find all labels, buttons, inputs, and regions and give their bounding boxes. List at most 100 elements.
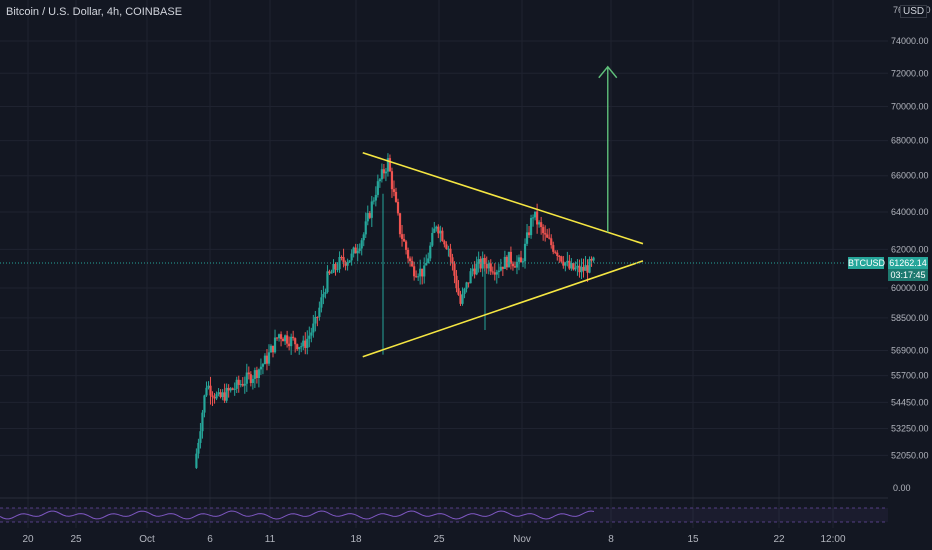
candle-body <box>207 385 210 388</box>
candle-body <box>376 181 379 195</box>
candle-body <box>400 234 404 239</box>
candle-body <box>398 213 402 235</box>
time-axis-labels[interactable]: 20 25 Oct 6 11 18 25 Nov 8 15 22 12:00 <box>22 534 846 545</box>
price-tick-label: 70000.00 <box>891 101 929 111</box>
candle-body <box>415 276 418 278</box>
candle-body <box>219 392 222 397</box>
candle-body <box>473 268 476 275</box>
candle-body <box>584 265 587 271</box>
candle-body <box>265 355 269 364</box>
candle-body <box>451 257 454 264</box>
candle-body <box>227 387 230 391</box>
candle-body <box>300 346 303 348</box>
candle-body <box>519 257 523 263</box>
candle-body <box>491 271 494 273</box>
candle-body <box>443 241 446 245</box>
breakout-arrow-head[interactable] <box>598 65 618 79</box>
candle-body <box>257 369 260 378</box>
candle-body <box>356 250 359 254</box>
candle-body <box>223 392 226 401</box>
candle-body <box>525 232 529 244</box>
candle-body <box>497 270 500 273</box>
candle-body <box>413 266 416 277</box>
indicator-line <box>0 510 595 520</box>
candle-body <box>286 335 289 344</box>
candle-body <box>316 316 319 318</box>
candle-body <box>419 268 422 277</box>
candle-body <box>560 256 563 262</box>
candle-body <box>237 379 240 385</box>
candle-body <box>588 258 591 273</box>
candle-body <box>511 263 515 267</box>
candle-body <box>529 217 533 236</box>
price-tick-label: 72000.00 <box>891 68 929 78</box>
time-tick-label: Oct <box>139 534 155 545</box>
candle-body <box>465 282 468 289</box>
candle-body <box>298 347 301 350</box>
candle-body <box>296 344 299 350</box>
candle-body <box>364 221 367 235</box>
candle-body <box>423 265 426 277</box>
candle-body <box>322 294 325 298</box>
candle-body <box>269 345 273 353</box>
candle-body <box>255 370 258 378</box>
candle-body <box>572 263 575 270</box>
chart-title: Bitcoin / U.S. Dollar, 4h, COINBASE <box>6 6 183 18</box>
candle-body <box>239 384 242 386</box>
candle-body <box>277 334 281 339</box>
candle-body <box>279 334 283 339</box>
candle-body <box>592 257 595 261</box>
candle-body <box>568 260 571 269</box>
candle-body <box>261 364 265 367</box>
candle-body <box>275 337 279 339</box>
candle-body <box>475 263 478 275</box>
candle-body <box>477 259 480 264</box>
time-tick-label: 11 <box>265 534 276 545</box>
candle-body <box>513 266 517 268</box>
candle-body <box>566 260 569 263</box>
price-tick-label: 64000.00 <box>891 207 929 217</box>
pattern-overlays <box>362 65 644 358</box>
triangle-lower-trendline[interactable] <box>362 260 644 358</box>
candle-body <box>570 263 573 269</box>
price-tick-label: 74000.00 <box>891 36 929 46</box>
candle-body <box>263 355 267 365</box>
candle-body <box>495 272 498 275</box>
price-tick-label: 60000.00 <box>891 283 929 293</box>
candle-body <box>576 265 579 268</box>
indicator-band <box>0 508 888 522</box>
triangle-upper-trendline[interactable] <box>362 152 644 245</box>
candle-body <box>310 332 313 336</box>
candle-body <box>320 297 323 308</box>
time-tick-label: Nov <box>513 534 531 545</box>
candle-body <box>382 169 385 174</box>
candle-body <box>507 251 510 268</box>
candle-body <box>558 255 561 257</box>
candle-body <box>580 266 583 273</box>
candle-body <box>370 201 373 218</box>
candle-body <box>435 226 438 229</box>
candle-body <box>390 171 394 190</box>
candle-body <box>229 388 232 391</box>
time-tick-label: 20 <box>22 534 34 545</box>
candle-body <box>431 232 434 246</box>
currency-selector[interactable]: USD <box>900 5 928 18</box>
candle-body <box>521 261 525 263</box>
candle-body <box>552 245 555 252</box>
time-tick-label: 25 <box>433 534 445 545</box>
candle-body <box>527 232 531 236</box>
candle-body <box>437 226 440 234</box>
price-tick-label: 58500.00 <box>891 313 929 323</box>
candle-body <box>302 340 305 347</box>
candle-body <box>362 234 365 241</box>
candle-body <box>392 189 396 192</box>
price-tick-label: 56900.00 <box>891 345 929 355</box>
candle-body <box>402 238 406 242</box>
candle-body <box>483 257 486 264</box>
candle-body <box>352 247 355 254</box>
candle-body <box>517 257 521 262</box>
candlestick-series <box>195 153 595 470</box>
candle-body <box>233 388 236 390</box>
candle-body <box>215 394 218 399</box>
